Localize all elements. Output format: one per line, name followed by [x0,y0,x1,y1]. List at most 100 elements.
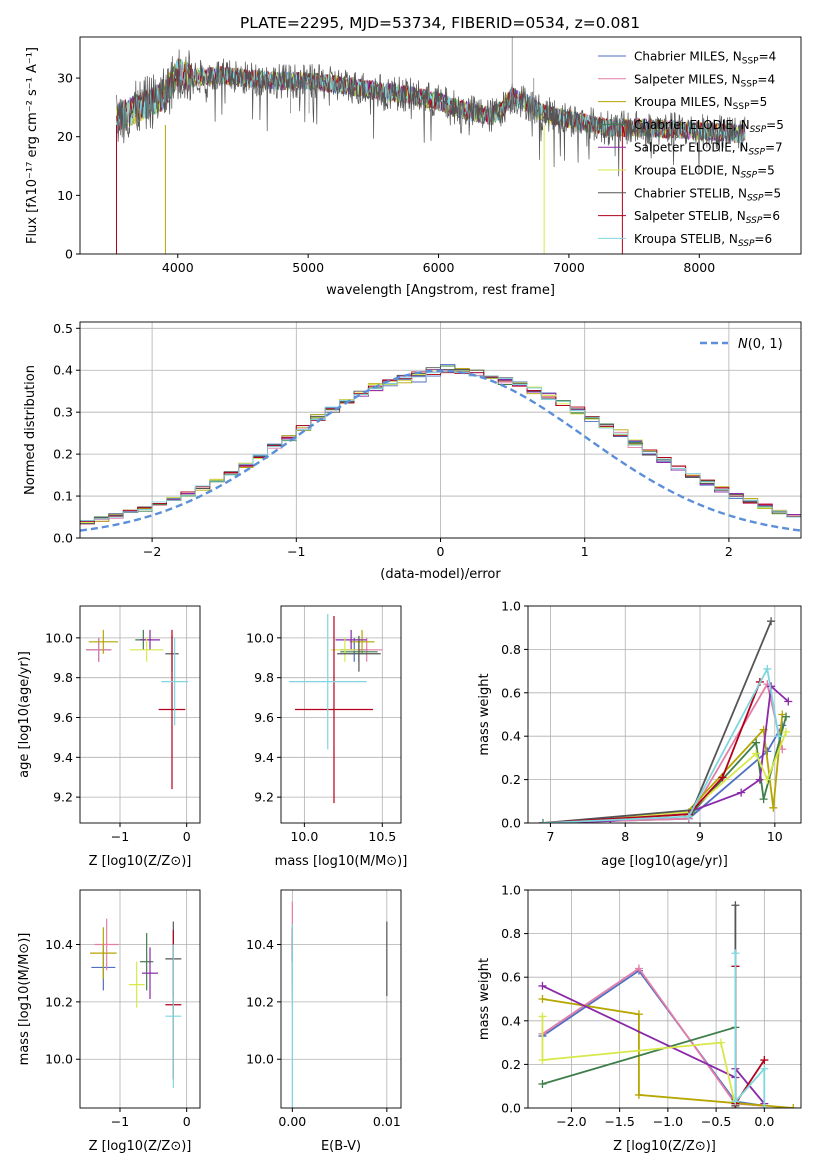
y-axis-label: age [log10(age/yr)] [17,651,32,778]
axes: −2 −1 0 1 2 0.0 0.1 0.2 0.3 0.4 0.5 (data-model)/er… [23,321,802,582]
weight-series-6 [542,620,772,823]
y-tick-label: 0.2 [501,772,521,787]
y-tick-label: 9.2 [53,790,73,805]
y-tick-label: 10.0 [246,1052,274,1067]
error-point-2 [88,629,118,654]
x-axis-label: Z [log10(Z/Z⊙)] [613,1139,716,1154]
x-tick-label: 0 [183,1114,191,1129]
x-tick-label: −1 [111,829,129,844]
plot-area [538,901,798,1108]
gaussian-curve [80,369,801,532]
x-tick-label: 8000 [683,260,715,275]
weight-marker [760,1104,769,1108]
error-point-8 [165,944,182,1088]
y-tick-label: 0.0 [501,1101,521,1116]
x-tick-label: −1.0 [653,1114,683,1129]
weight-series-0 [542,724,784,823]
y-tick-label: 9.8 [254,670,274,685]
weight-marker [538,1056,547,1065]
x-tick-label: 5000 [292,260,324,275]
y-tick-label: 1.0 [501,883,521,898]
x-tick-label: 7000 [553,260,585,275]
x-tick-label: 10.0 [290,829,318,844]
error-point-2 [90,927,117,979]
weight-marker [538,1012,547,1021]
error-point-5 [128,961,145,1008]
plot-area [80,363,801,532]
error-point-2 [349,629,375,654]
weight-marker [782,727,791,736]
weight-marker [634,1010,643,1019]
weight-marker [784,697,793,706]
plot-area [116,37,746,254]
y-axis-label: mass weight [477,673,492,755]
histogram-series-8 [80,371,801,521]
error-point-7 [295,615,373,804]
y-tick-label: 0.8 [501,642,521,657]
x-tick-label: 4000 [162,260,194,275]
axes-frame [527,889,802,1109]
plot-area [291,901,388,1108]
plot-area [86,629,188,790]
weight-marker [774,732,783,741]
weight-marker [731,901,740,910]
x-tick-label: 7 [546,829,554,844]
weight-marker [763,775,772,784]
y-tick-label: 10.0 [45,630,73,645]
axes-frame [79,605,201,824]
weight-series-3 [542,716,787,823]
x-tick-label: 0 [183,829,191,844]
error-point-1 [94,918,119,971]
y-axis-label: mass [log10(M/M⊙)] [17,933,32,1066]
y-tick-label: 0.4 [501,1013,521,1028]
weight-marker [782,712,791,721]
axes: −2.0 −1.5 −1.0 −0.5 0.0 0.0 0.2 0.4 0.6 0.8 1.0 Z [… [477,883,802,1154]
x-axis-label: Z [log10(Z/Z⊙)] [89,1139,192,1154]
axes: 0.00 0.01 10.0 10.2 10.4 E(B-V) [246,889,402,1154]
y-tick-label: 0.6 [501,970,521,985]
axes: 10.0 10.5 9.2 9.4 9.6 9.8 10.0 mass [log10(M/M⊙… [246,605,407,869]
weight-marker [755,775,764,784]
weight-marker [538,1080,547,1089]
y-tick-label: 0.6 [501,685,521,700]
chart-massweight_vs_Z: −2.0 −1.5 −1.0 −0.5 0.0 0.0 0.2 0.4 0.6 0.8 1.0 Z [… [477,883,802,1154]
x-axis-label: E(B-V) [321,1139,361,1154]
axes-frame [280,605,402,824]
y-tick-label: 0.0 [501,816,521,831]
legend-label: Salpeter ELODIE, NSSP=7 [634,141,783,158]
axes: −1 0 10.0 10.2 10.4 Z [log10(Z/Z⊙)] mass [log1… [17,889,201,1154]
legend-label: Chabrier MILES, NSSP=4 [634,50,776,67]
legend-label: Kroupa STELIB, NSSP=6 [634,232,772,249]
y-tick-label: 10.2 [246,994,274,1009]
weight-series-8 [542,666,780,823]
y-tick-label: 9.6 [254,710,274,725]
weight-marker [763,664,772,673]
y-axis-label: mass weight [477,958,492,1040]
y-tick-label: 20 [57,129,73,144]
error-point-4 [140,629,160,650]
weight-marker [752,738,761,747]
error-point-7 [158,629,186,790]
legend-label: Chabrier STELIB, NSSP=5 [634,186,781,203]
y-tick-label: 10.4 [45,937,73,952]
x-tick-label: 9 [696,829,704,844]
x-tick-label: −0.5 [701,1114,731,1129]
x-tick-label: 6000 [423,260,455,275]
weight-marker [716,1038,725,1047]
weight-marker [731,949,740,958]
spectrum-series-6 [116,49,746,177]
x-tick-label: 0 [437,544,445,559]
legend-label: Chabrier ELODIE, NSSP=5 [634,118,784,135]
weight-series-7 [542,681,761,823]
weight-marker [538,819,547,823]
y-tick-label: 0.1 [53,489,73,504]
y-tick-label: 0.0 [53,531,73,546]
y-tick-label: 0.8 [501,926,521,941]
weight-marker [752,749,761,758]
x-axis-label: wavelength [Angstrom, rest frame] [326,283,555,298]
y-tick-label: 10.4 [246,937,274,952]
legend-label: Salpeter STELIB, NSSP=6 [634,209,780,226]
error-point-8 [161,637,188,726]
y-tick-label: 0.4 [501,729,521,744]
